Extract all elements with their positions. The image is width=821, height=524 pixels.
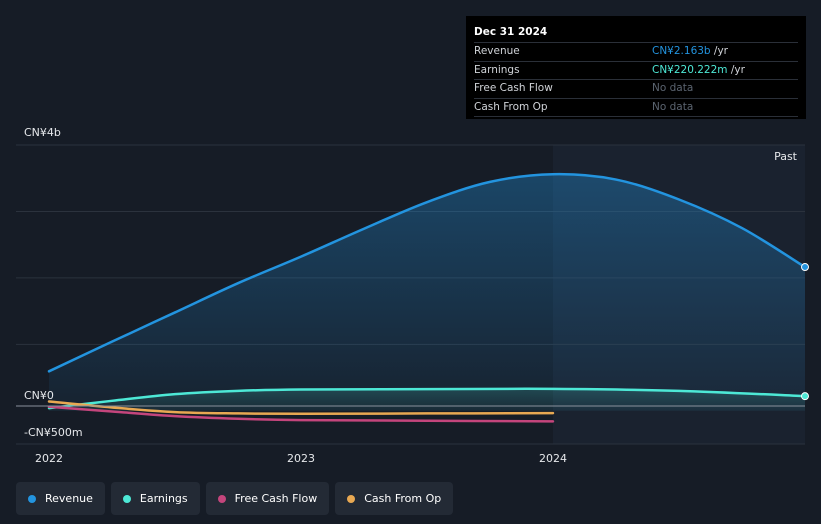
tooltip-value: CN¥2.163b <box>652 45 711 57</box>
revenue-end-point[interactable] <box>801 263 809 272</box>
legend-label: Cash From Op <box>364 492 442 505</box>
tooltip-label: Revenue <box>474 45 520 57</box>
tooltip-date: Dec 31 2024 <box>474 26 548 38</box>
x-tick-label: 2022 <box>35 452 63 465</box>
revenue-area <box>49 174 805 411</box>
legend-dot-icon <box>122 494 131 503</box>
legend-item-revenue[interactable]: Revenue <box>16 482 105 515</box>
legend-item-earnings[interactable]: Earnings <box>110 482 200 515</box>
tooltip-value: No data <box>652 100 694 113</box>
earnings-end-point[interactable] <box>801 392 809 401</box>
tooltip-unit: /yr <box>727 63 745 76</box>
tooltip-label: Cash From Op <box>474 100 548 113</box>
tooltip-value: CN¥220.222m <box>652 63 728 76</box>
x-tick-label: 2023 <box>287 452 315 465</box>
tooltip-unit: /yr <box>710 45 728 57</box>
y-tick-label: CN¥0 <box>24 389 54 402</box>
tooltip-row-earnings: Earnings CN¥220.222m /yr <box>474 60 798 80</box>
legend-item-free-cash-flow[interactable]: Free Cash Flow <box>205 482 330 515</box>
x-tick-label: 2024 <box>539 452 567 465</box>
legend-label: Free Cash Flow <box>234 492 318 505</box>
earnings-line <box>47 387 807 410</box>
legend: Revenue Earnings Free Cash Flow Cash Fro… <box>16 482 454 515</box>
past-label: Past <box>774 150 798 163</box>
legend-dot-icon <box>217 494 226 503</box>
chart-area: Past CN¥4b CN¥0 -CN¥500m 2022 2023 2024 <box>16 126 809 465</box>
tooltip-label: Free Cash Flow <box>474 82 553 94</box>
tooltip-value: No data <box>652 82 694 94</box>
y-tick-label: -CN¥500m <box>24 426 83 439</box>
series-layer <box>47 172 809 423</box>
free-cash-flow-line <box>47 405 555 423</box>
cash-from-op-line <box>47 400 555 416</box>
tooltip: Dec 31 2024 Revenue CN¥2.163b /yr Earnin… <box>466 16 806 119</box>
tooltip-row-revenue: Revenue CN¥2.163b /yr <box>474 42 798 61</box>
legend-dot-icon <box>28 494 36 503</box>
legend-label: Revenue <box>45 492 93 505</box>
legend-label: Earnings <box>139 492 188 505</box>
legend-dot-icon <box>347 494 356 503</box>
legend-item-cash-from-op[interactable]: Cash From Op <box>335 482 454 515</box>
tooltip-row-cash-from-op: Cash From Op No data <box>474 97 798 117</box>
earnings-area <box>49 388 805 411</box>
tooltip-label: Earnings <box>474 63 520 76</box>
y-tick-label: CN¥4b <box>24 126 61 139</box>
tooltip-row-free-cash-flow: Free Cash Flow No data <box>474 79 798 98</box>
revenue-line <box>47 172 807 373</box>
